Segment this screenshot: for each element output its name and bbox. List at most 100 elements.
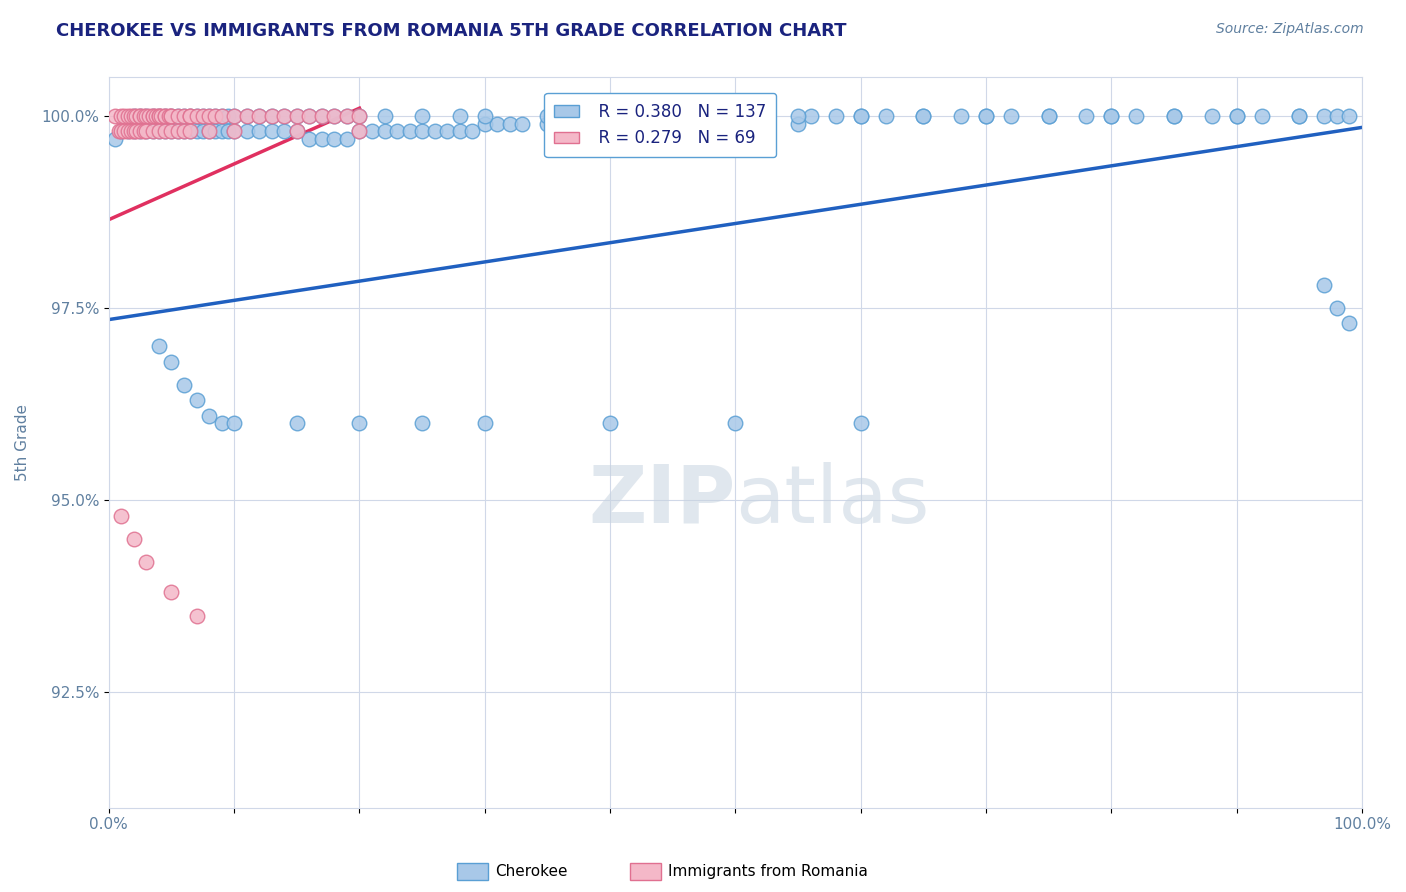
Point [247,109,270,123]
Point [1339,317,1361,331]
Point [148,109,170,123]
Point [1326,301,1348,315]
Point [461,124,484,138]
Point [875,109,897,123]
Point [349,109,371,123]
Point [132,124,155,138]
Point [699,117,721,131]
Point [166,109,188,123]
Point [1250,109,1272,123]
Point [849,109,872,123]
Point [148,339,170,353]
Point [217,109,239,123]
Point [160,124,183,138]
Point [179,109,201,123]
Point [224,417,246,431]
Point [474,109,496,123]
Point [179,109,201,123]
Point [110,124,132,138]
Point [217,124,239,138]
Point [349,124,371,138]
Point [117,124,139,138]
Point [148,109,170,123]
Point [110,508,132,523]
Point [336,109,359,123]
Point [135,109,157,123]
Point [142,109,165,123]
Point [155,124,177,138]
Point [204,124,226,138]
Point [157,109,180,123]
Point [211,109,233,123]
Point [122,124,145,138]
Point [349,124,371,138]
Point [1000,109,1022,123]
Point [1038,109,1060,123]
Point [260,124,283,138]
Point [285,109,308,123]
Point [800,109,823,123]
Point [191,109,214,123]
Point [824,109,846,123]
Point [160,355,183,369]
Point [247,124,270,138]
Point [132,109,155,123]
Point [235,109,257,123]
Point [285,109,308,123]
Point [104,109,127,123]
Point [599,417,621,431]
Point [285,124,308,138]
Point [749,109,772,123]
Point [179,124,201,138]
Point [129,109,152,123]
Point [173,109,195,123]
Point [191,124,214,138]
Point [148,109,170,123]
Point [349,109,371,123]
Point [166,124,188,138]
Point [186,109,208,123]
Point [117,124,139,138]
Point [142,109,165,123]
Point [198,124,221,138]
Point [173,378,195,392]
Point [198,109,221,123]
Point [129,109,152,123]
Point [1288,109,1310,123]
Point [349,417,371,431]
Point [298,109,321,123]
Point [173,124,195,138]
Point [373,109,395,123]
Point [1226,109,1249,123]
Point [160,109,183,123]
Point [104,132,127,146]
Point [260,109,283,123]
Point [138,109,160,123]
Point [661,117,683,131]
Point [198,109,221,123]
Point [285,417,308,431]
Point [224,124,246,138]
Point [155,109,177,123]
Point [155,109,177,123]
Point [724,109,747,123]
Point [155,124,177,138]
Point [449,124,471,138]
Point [166,109,188,123]
Text: Source: ZipAtlas.com: Source: ZipAtlas.com [1216,22,1364,37]
Point [148,124,170,138]
Point [373,124,395,138]
Point [142,124,165,138]
Point [224,124,246,138]
Point [125,124,148,138]
Point [624,117,647,131]
Point [311,109,333,123]
Text: Cherokee: Cherokee [495,864,568,879]
Point [179,109,201,123]
Point [1288,109,1310,123]
Point [548,117,571,131]
Text: Immigrants from Romania: Immigrants from Romania [668,864,868,879]
Point [411,417,433,431]
Point [336,132,359,146]
Point [160,109,183,123]
